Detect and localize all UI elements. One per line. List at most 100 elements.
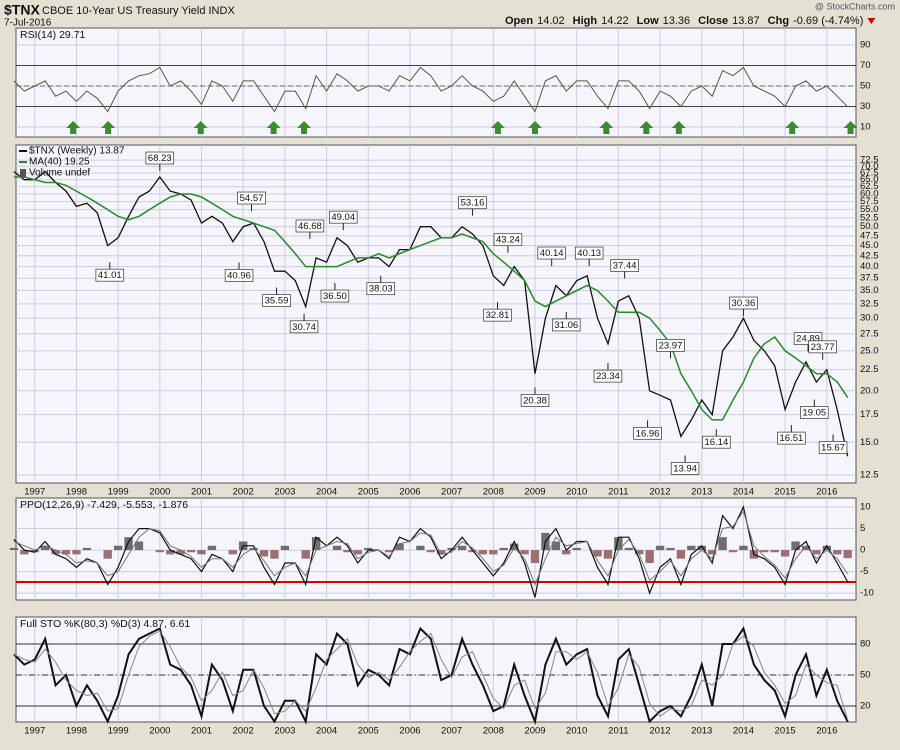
annotation-box [702,435,731,449]
histogram-bar [311,537,321,551]
annotation-label: 35.59 [265,296,289,307]
quote-value: 13.87 [732,15,760,27]
description: CBOE 10-Year US Treasury Yield INDX [42,5,235,17]
histogram-bar [603,550,613,559]
signal-arrow [785,121,800,134]
x-tick-label: 2000 [149,726,170,737]
signal-arrow [843,121,858,134]
quote-label: High [573,15,598,27]
x-tick-label: 2008 [483,487,504,498]
series-line [13,630,849,720]
x-tick-label: 2002 [233,726,254,737]
x-tick-label: 2013 [691,487,712,498]
histogram-bar [259,550,269,557]
quote-label: Low [637,15,659,27]
histogram-bar [478,550,488,555]
annotation-box [537,246,566,260]
annotation-box [320,289,350,303]
annotation-box [458,196,487,210]
annotation-box [366,282,396,296]
y-tick-label: 67.5 [860,167,879,178]
x-tick-label: 2003 [274,487,295,498]
y-tick-label: 30 [860,101,871,112]
histogram-bar [687,545,696,551]
annotation-label: 38.03 [369,284,393,295]
x-tick-label: 2004 [316,487,337,498]
annotation-label: 36.50 [323,291,347,302]
histogram-bar [249,547,258,551]
annotation-label: 40.13 [577,248,601,259]
annotation-label: 53.16 [461,198,485,209]
histogram-bar [676,550,686,559]
quote-value: 13.36 [663,15,691,27]
y-tick-label: 90 [860,40,871,51]
annotation-box [493,233,523,247]
annotation-box [295,219,325,233]
histogram-bar [509,543,519,551]
y-tick-label: 30.0 [860,313,879,324]
histogram-bar [697,545,706,551]
x-tick-label: 1999 [108,726,129,737]
annotation-box [552,318,581,332]
annotation-box [95,268,125,282]
histogram-bar [270,550,279,559]
histogram-bar [780,550,790,557]
y-tick-label: 52.5 [860,212,879,223]
histogram-bar [530,550,540,563]
x-tick-label: 2015 [775,726,796,737]
annotation-box [610,259,639,272]
x-tick-label: 2012 [649,487,670,498]
y-tick-label: 32.5 [860,298,879,309]
y-tick-label: 37.5 [860,273,879,284]
y-tick-label: 10 [860,502,871,513]
y-tick-label: 57.5 [860,196,879,207]
histogram-bar [197,550,206,555]
histogram-bar [562,550,571,555]
histogram-bar [82,547,92,551]
x-tick-label: 2005 [358,726,379,737]
annotation-label: 16.96 [636,428,660,439]
x-tick-label: 2014 [733,487,754,498]
histogram-bar [207,545,217,551]
annotation-label: 23.97 [659,340,683,351]
series-line [13,176,849,421]
x-tick-label: 2001 [191,726,212,737]
y-tick-label: 62.5 [860,181,879,192]
annotation-box [289,320,319,334]
y-tick-label: 40.0 [860,261,879,272]
histogram-bar [593,550,602,557]
signal-arrow [297,121,312,134]
signal-arrow [66,121,81,134]
y-tick-label: 50 [860,80,871,91]
histogram-bar [155,550,164,553]
y-tick-label: 72.5 [860,155,879,166]
x-tick-label: 2007 [441,726,462,737]
y-tick-label: 70.0 [860,161,879,172]
annotation-label: 40.14 [540,248,564,259]
annotation-label: 32.81 [486,310,510,321]
histogram-bar [280,545,290,551]
histogram-bar [614,537,623,551]
annotation-box [670,462,700,475]
y-tick-label: 17.5 [860,409,879,420]
histogram-bar [760,550,769,553]
histogram-bar [166,550,175,555]
histogram-bar [228,550,237,555]
annotation-label: 23.77 [811,342,835,353]
annotation-label: 24.89 [796,334,820,345]
y-tick-label: 50 [860,669,871,680]
annotation-box [224,269,254,282]
histogram-bar [30,550,39,553]
x-tick-label: 2007 [441,487,462,498]
histogram-bar [364,547,373,551]
histogram-bar [353,550,363,555]
legend-label: MA(40) 19.25 [29,157,90,168]
y-tick-label: -5 [860,566,868,577]
x-tick-label: 2005 [358,487,379,498]
histogram-bar [124,537,133,551]
quote-value: -0.69 (-4.74%) [793,15,863,27]
x-tick-label: 2000 [149,487,170,498]
histogram-bar [457,545,467,551]
signal-arrow [599,121,614,134]
annotation-label: 13.94 [673,463,697,474]
